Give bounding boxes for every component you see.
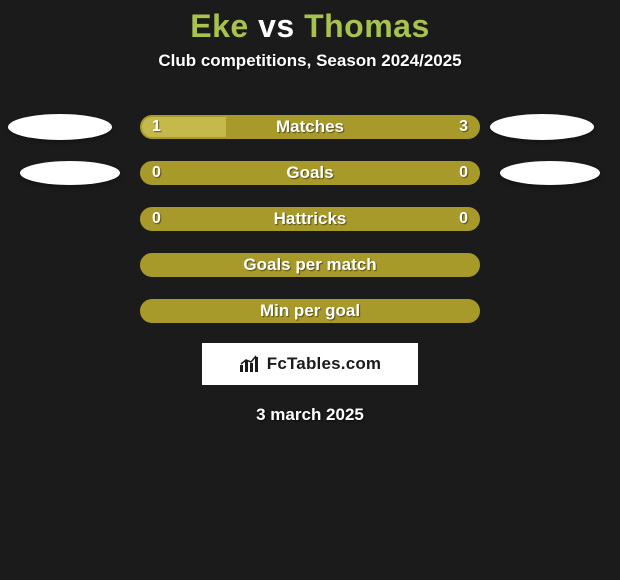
stat-value-left: 1 (152, 117, 161, 137)
bar-chart-icon (239, 355, 261, 373)
stat-bar: Goals per match (140, 253, 480, 277)
stat-value-right: 0 (459, 209, 468, 229)
stat-value-left: 0 (152, 163, 161, 183)
stat-label: Goals per match (142, 255, 478, 275)
stat-value-left: 0 (152, 209, 161, 229)
title-vs: vs (258, 8, 295, 44)
ellipse-left (20, 161, 120, 185)
ellipse-left (8, 114, 112, 140)
stat-value-right: 3 (459, 117, 468, 137)
stat-value-right: 0 (459, 163, 468, 183)
subtitle: Club competitions, Season 2024/2025 (0, 51, 620, 71)
stat-bar: Min per goal (140, 299, 480, 323)
stat-label: Matches (142, 117, 478, 137)
stat-label: Min per goal (142, 301, 478, 321)
ellipse-right (490, 114, 594, 140)
brand-box: FcTables.com (202, 343, 418, 385)
stat-row: Goals per match (0, 253, 620, 277)
title-player-1: Eke (190, 8, 248, 44)
ellipse-right (500, 161, 600, 185)
date-label: 3 march 2025 (0, 405, 620, 425)
brand-text: FcTables.com (267, 354, 382, 374)
stat-bar: Matches1 3 (140, 115, 480, 139)
stat-row: Matches1 3 (0, 115, 620, 139)
stat-row: Min per goal (0, 299, 620, 323)
stat-rows: Matches13Goals00Hattricks00Goals per mat… (0, 115, 620, 323)
stat-row: Hattricks0 0 (0, 207, 620, 231)
page-title: Eke vs Thomas (0, 0, 620, 45)
stat-label: Goals (142, 163, 478, 183)
stat-row: Goals0 0 (0, 161, 620, 185)
stat-label: Hattricks (142, 209, 478, 229)
title-player-2: Thomas (304, 8, 430, 44)
stat-bar: Goals0 0 (140, 161, 480, 185)
stat-bar: Hattricks0 0 (140, 207, 480, 231)
